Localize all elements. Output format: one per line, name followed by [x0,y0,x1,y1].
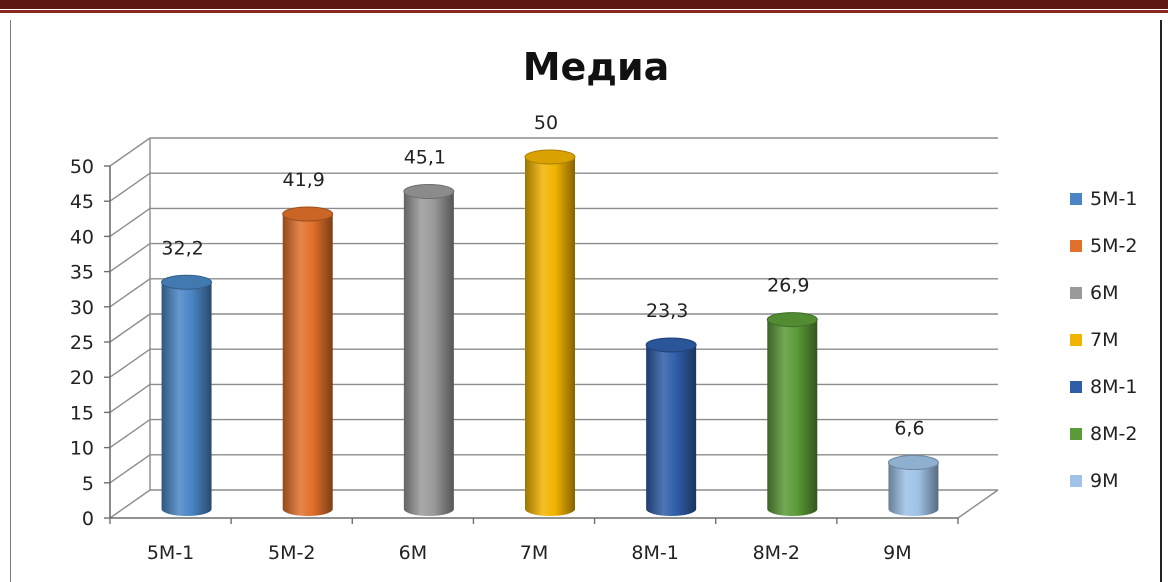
left-border [10,20,11,582]
chart-value-labels: 32,2 41,9 45,1 50 23,3 26,9 6,6 [161,112,924,440]
bar-6М [403,183,455,516]
chart-axes: 0 5 10 15 20 25 30 35 40 45 50 5М-1 5М-2 6М 7М 8М-1 8М-2… [70,156,999,564]
side-gridline [109,278,151,308]
y-tick-label: 40 [70,226,94,248]
right-border [1160,20,1162,582]
side-gridline [109,419,151,449]
legend-item: 6М [1070,282,1118,304]
side-gridline [109,489,151,519]
chart-legend: 5М-1 5М-2 6М 7М 8М-1 8М-2 9М [1070,188,1137,492]
side-gridline [109,243,151,273]
x-tick-label: 7М [520,542,548,564]
chart-title: Медиа [523,45,670,89]
legend-label: 6М [1090,282,1118,304]
legend-swatch [1070,287,1082,299]
side-gridline [109,172,151,202]
y-tick-label: 10 [70,438,94,460]
legend-label: 8М-1 [1090,376,1137,398]
legend-label: 9М [1090,470,1118,492]
value-label: 6,6 [894,418,924,440]
top-border-bar [0,0,1168,9]
bar-7М [524,149,576,516]
side-gridline [109,348,151,378]
y-tick-label: 20 [70,367,94,389]
value-label: 45,1 [404,146,446,168]
y-tick-label: 50 [70,156,94,178]
side-gridline [109,383,151,413]
legend-item: 9М [1070,470,1118,492]
legend-swatch [1070,240,1082,252]
legend-item: 5М-2 [1070,235,1137,257]
side-gridline [109,137,151,167]
legend-item: 8М-1 [1070,376,1137,398]
side-gridline [109,207,151,237]
y-tick-label: 25 [70,332,94,354]
legend-label: 8М-2 [1090,423,1137,445]
value-label: 50 [534,112,558,134]
y-tick-label: 15 [70,402,94,424]
chart-bars [161,149,939,517]
top-border-line [0,10,1168,13]
floor-edge [957,489,999,519]
legend-item: 7М [1070,329,1118,351]
legend-swatch [1070,334,1082,346]
side-gridline [109,313,151,343]
x-tick-label: 5М-1 [147,542,194,564]
value-label: 23,3 [646,300,688,322]
legend-swatch [1070,193,1082,205]
x-tick-label: 8М-1 [631,542,678,564]
bar-5М-1 [161,274,213,516]
y-tick-label: 35 [70,262,94,284]
legend-label: 5М-1 [1090,188,1137,210]
legend-label: 7М [1090,329,1118,351]
value-label: 32,2 [161,237,203,259]
legend-item: 8М-2 [1070,423,1137,445]
x-tick-label: 5М-2 [268,542,315,564]
bar-5М-2 [282,206,334,517]
legend-item: 5М-1 [1070,188,1137,210]
y-tick-label: 45 [70,191,94,213]
y-tick-label: 5 [82,473,94,495]
y-tick-label: 0 [82,508,94,530]
x-tick-label: 6М [399,542,427,564]
bar-9М [887,455,939,516]
bar-8М-2 [766,312,818,516]
bar-8М-1 [645,337,697,516]
y-tick-label: 30 [70,297,94,319]
legend-swatch [1070,428,1082,440]
value-label: 41,9 [283,169,325,191]
legend-swatch [1070,475,1082,487]
legend-label: 5М-2 [1090,235,1137,257]
x-tick-label: 8М-2 [753,542,800,564]
legend-swatch [1070,381,1082,393]
value-label: 26,9 [767,275,809,297]
x-tick-label: 9М [883,542,911,564]
side-gridline [109,454,151,484]
